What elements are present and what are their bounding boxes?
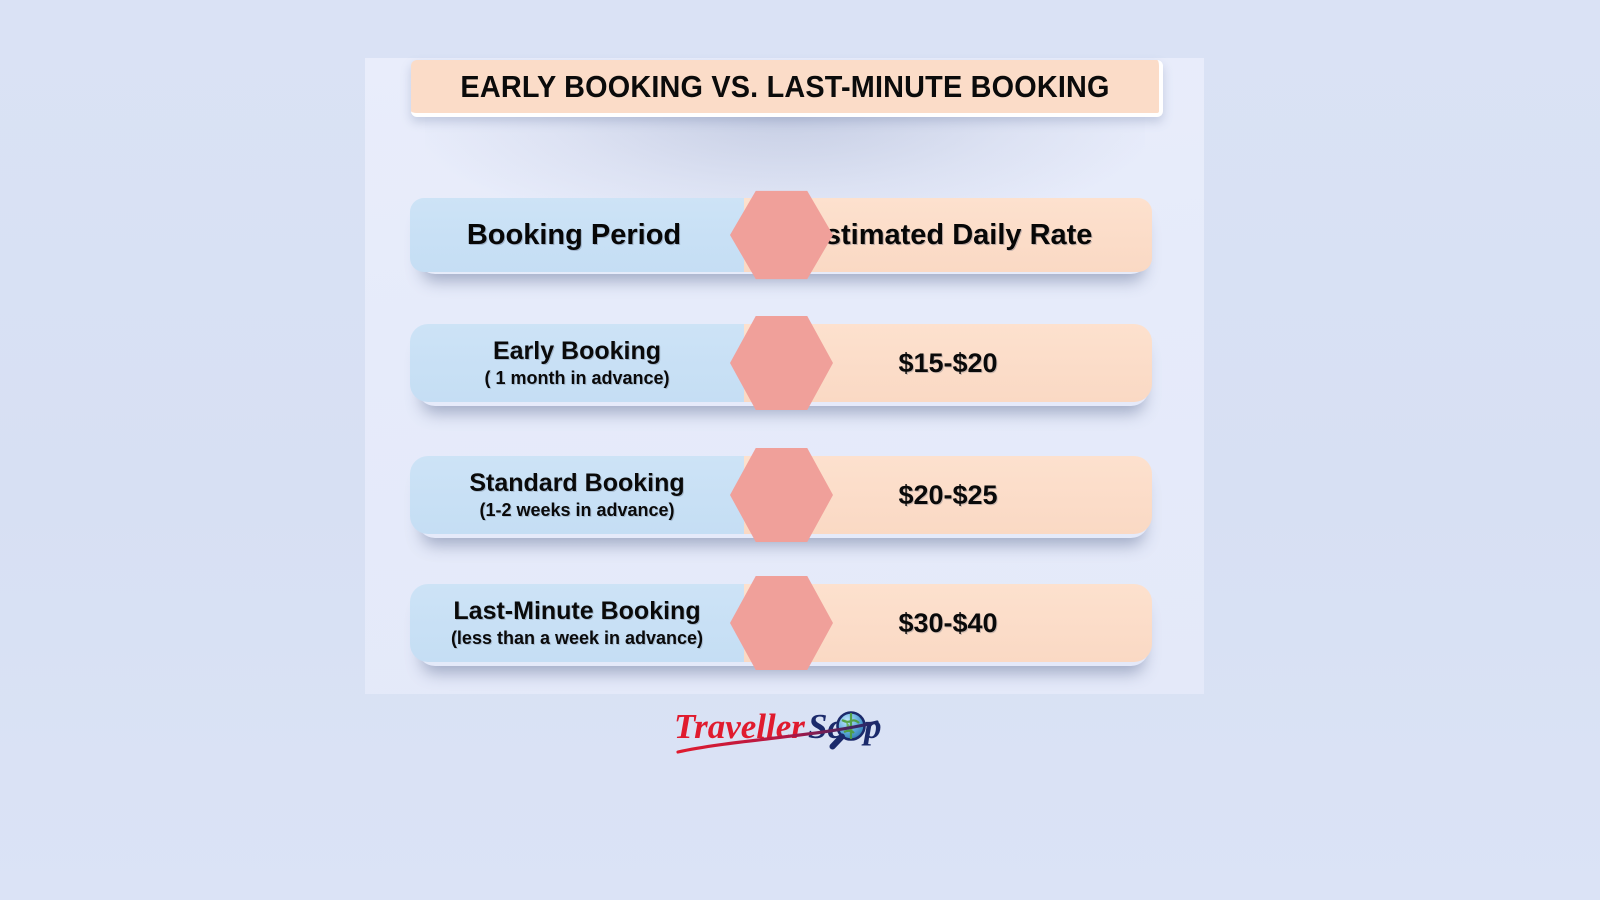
title-banner: EARLY BOOKING VS. LAST-MINUTE BOOKING xyxy=(411,60,1163,117)
row-value: $20-$25 xyxy=(898,479,998,510)
logo-word-traveller: Traveller xyxy=(674,707,805,746)
infographic-canvas: EARLY BOOKING VS. LAST-MINUTE BOOKING Bo… xyxy=(365,58,1204,694)
row-cell-period: Standard Booking (1-2 weeks in advance) xyxy=(410,456,744,534)
table-row: Early Booking ( 1 month in advance) $15-… xyxy=(410,315,1152,411)
header-label-booking-period: Booking Period xyxy=(466,218,682,251)
row-label-main: Early Booking xyxy=(492,337,662,366)
row-cell-rate: $30-$40 xyxy=(744,584,1152,662)
brand-logo-svg: Traveller Sc p xyxy=(674,707,882,754)
table-header-row: Booking Period Estimated Daily Rate xyxy=(410,190,1152,280)
row-cell-period: Last-Minute Booking (less than a week in… xyxy=(410,584,744,662)
row-value: $15-$20 xyxy=(898,347,998,378)
row-label-sub: (less than a week in advance) xyxy=(450,628,704,649)
row-cell-rate: $20-$25 xyxy=(744,456,1152,534)
logo-swoosh xyxy=(676,720,879,754)
row-label-main: Last-Minute Booking xyxy=(453,597,701,626)
logo-word-scoop-suffix: p xyxy=(861,707,882,746)
row-label-sub: (1-2 weeks in advance) xyxy=(479,500,675,521)
row-label-sub: ( 1 month in advance) xyxy=(484,368,670,389)
row-cell-period: Early Booking ( 1 month in advance) xyxy=(410,324,744,402)
brand-logo[interactable]: Traveller Sc p xyxy=(672,698,902,760)
table-row: Last-Minute Booking (less than a week in… xyxy=(410,575,1152,671)
header-cell-booking-period: Booking Period xyxy=(410,198,744,272)
row-value: $30-$40 xyxy=(898,607,998,638)
page-title: EARLY BOOKING VS. LAST-MINUTE BOOKING xyxy=(460,68,1110,104)
header-label-daily-rate: Estimated Daily Rate xyxy=(805,218,1093,251)
row-cell-rate: $15-$20 xyxy=(744,324,1152,402)
header-cell-daily-rate: Estimated Daily Rate xyxy=(744,198,1152,272)
table-row: Standard Booking (1-2 weeks in advance) … xyxy=(410,447,1152,543)
row-label-main: Standard Booking xyxy=(469,469,685,498)
